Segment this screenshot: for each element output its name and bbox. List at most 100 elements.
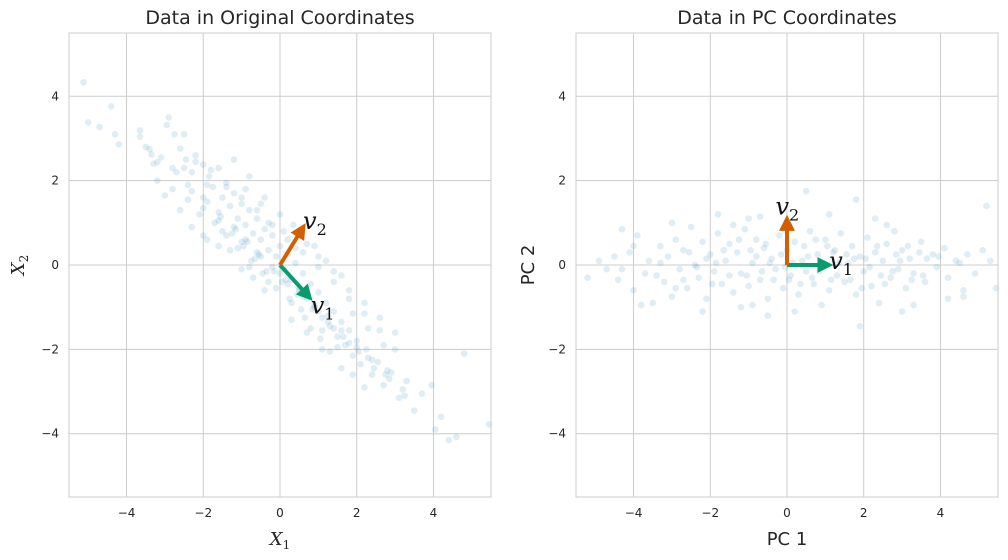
data-point — [868, 282, 875, 290]
data-point — [136, 127, 144, 134]
data-point — [693, 263, 701, 271]
data-point — [935, 253, 942, 260]
data-point — [374, 358, 382, 366]
data-point — [787, 272, 795, 279]
data-point — [726, 240, 733, 248]
data-point — [933, 263, 940, 271]
data-point — [364, 324, 372, 332]
data-point — [758, 268, 766, 275]
data-point — [315, 289, 322, 296]
data-point — [246, 173, 253, 180]
data-point — [311, 301, 318, 309]
data-point — [153, 158, 161, 166]
data-point — [192, 152, 199, 159]
vector-v1-arrow — [278, 263, 313, 301]
data-point — [877, 272, 885, 279]
data-point — [111, 130, 119, 138]
data-point — [664, 253, 672, 260]
data-point — [341, 341, 349, 349]
data-point — [756, 276, 764, 284]
data-point — [265, 246, 272, 254]
data-point — [714, 230, 722, 237]
data-point — [345, 339, 353, 347]
data-point — [818, 301, 825, 309]
vector-v1-label: v1 — [311, 292, 335, 324]
plot-frame-pc — [575, 32, 999, 498]
data-point — [944, 295, 952, 303]
data-point — [806, 227, 814, 235]
y-tick-label: 2 — [51, 174, 59, 188]
data-point — [199, 204, 207, 212]
data-point — [634, 232, 641, 239]
data-point — [238, 238, 245, 246]
data-point — [188, 223, 196, 231]
data-point — [324, 318, 332, 326]
data-point — [368, 371, 376, 378]
data-point — [916, 249, 923, 256]
y-axis-label-original-main: X — [8, 261, 29, 277]
data-point — [835, 259, 843, 267]
data-point — [795, 291, 802, 298]
data-point — [345, 327, 353, 334]
data-point — [800, 242, 808, 250]
data-point — [908, 276, 915, 284]
data-point — [330, 308, 338, 315]
data-point — [180, 130, 188, 138]
data-point — [960, 293, 967, 300]
data-point — [340, 333, 347, 341]
data-point — [852, 196, 860, 203]
data-point — [657, 259, 664, 267]
y-axis-label-original: X2 — [8, 255, 31, 277]
data-point — [645, 257, 653, 265]
data-point — [272, 253, 280, 260]
data-point — [270, 268, 278, 275]
data-point — [791, 238, 798, 246]
data-point — [910, 270, 917, 277]
data-point — [445, 436, 453, 444]
data-point — [349, 310, 357, 317]
data-point — [718, 280, 726, 288]
y-tick-label: 0 — [558, 258, 566, 272]
data-point — [222, 179, 230, 187]
data-point — [428, 381, 435, 389]
y-tick-label: −4 — [548, 427, 566, 441]
data-point — [276, 211, 284, 218]
data-point — [695, 274, 703, 281]
data-point — [199, 161, 207, 168]
data-point — [364, 354, 372, 362]
data-point — [182, 156, 190, 163]
data-point — [253, 215, 261, 222]
data-point — [330, 268, 338, 275]
data-point — [611, 253, 618, 260]
data-point — [683, 284, 691, 292]
data-point — [768, 255, 775, 262]
data-point — [729, 221, 737, 229]
data-point — [307, 324, 314, 332]
data-point — [242, 236, 249, 243]
data-point — [284, 236, 291, 243]
data-point — [919, 272, 927, 279]
data-point — [699, 308, 706, 315]
data-point — [917, 238, 925, 246]
data-point — [222, 232, 230, 239]
data-point — [672, 284, 680, 292]
data-point — [387, 369, 395, 376]
data-point — [249, 230, 257, 237]
data-point — [309, 305, 316, 313]
data-point — [833, 272, 841, 279]
data-point — [353, 343, 361, 351]
y-tick-label: 0 — [51, 258, 59, 272]
data-point — [315, 263, 322, 271]
data-point — [176, 206, 184, 214]
data-point — [188, 187, 196, 195]
data-point — [745, 282, 752, 290]
data-point — [299, 270, 307, 277]
data-point — [349, 352, 357, 359]
data-point — [437, 413, 445, 421]
data-point — [960, 287, 967, 294]
data-point — [180, 164, 188, 172]
vector-v2-label: v2 — [303, 207, 327, 239]
data-point — [211, 219, 219, 227]
data-point — [288, 316, 295, 324]
